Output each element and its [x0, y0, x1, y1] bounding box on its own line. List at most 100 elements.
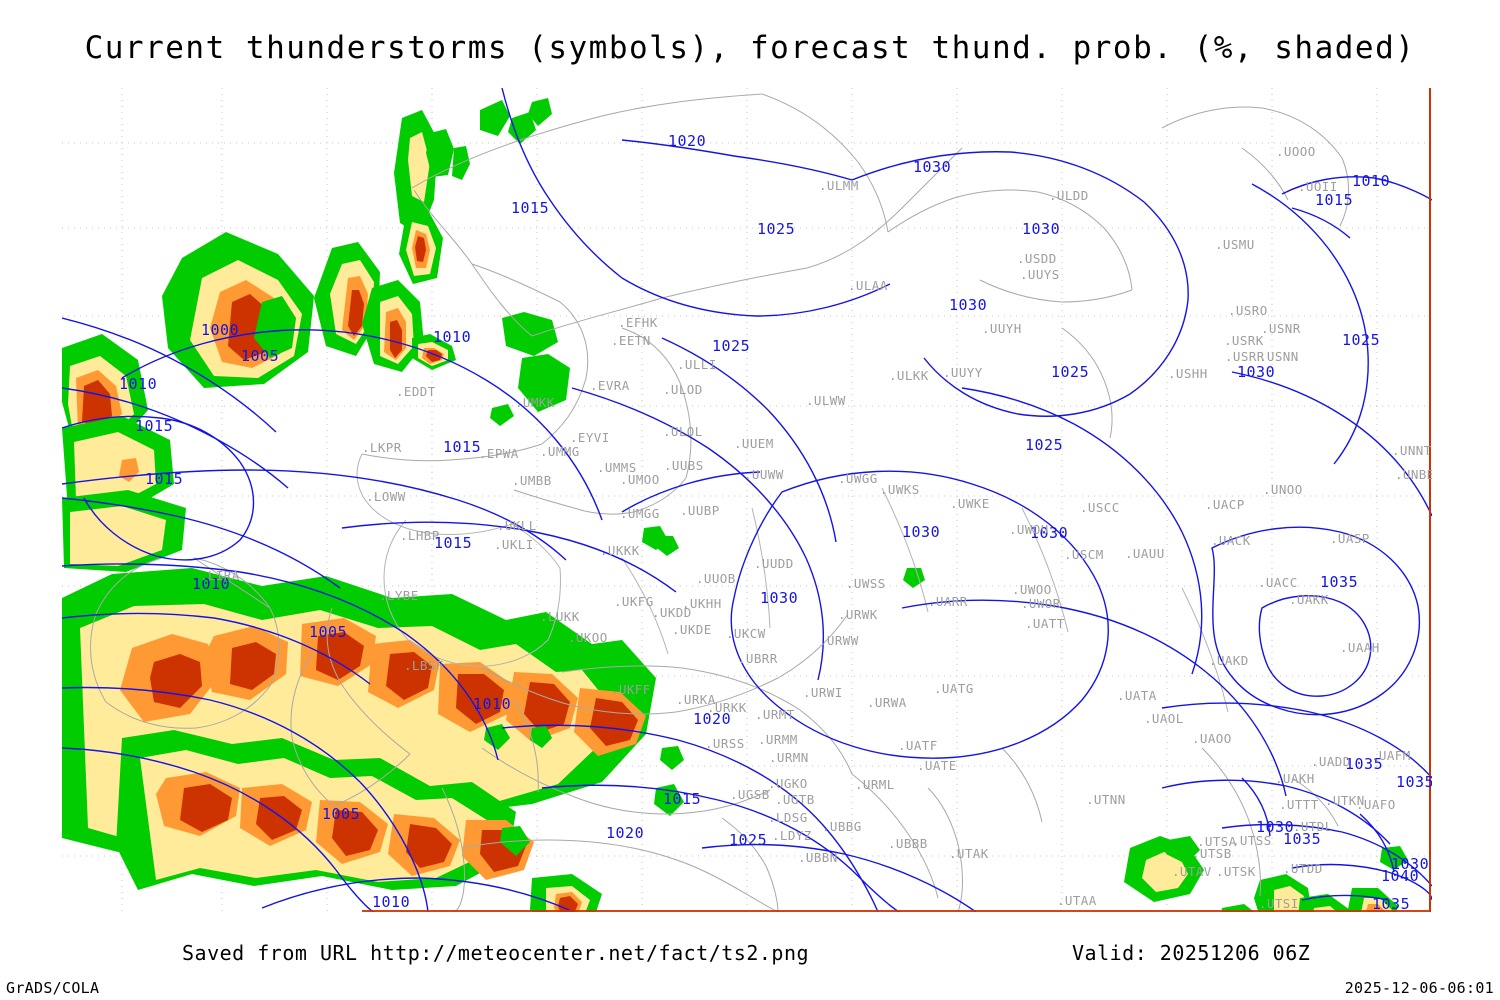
isobar-label: 1025 — [1051, 363, 1089, 381]
station-label: .UAAH — [1340, 640, 1380, 655]
station-label: .ULMM — [819, 178, 859, 193]
station-label: .URMN — [769, 750, 809, 765]
station-label: .EVRA — [590, 378, 630, 393]
station-label: .URKA — [676, 692, 716, 707]
station-label: .UTDL — [1293, 819, 1333, 834]
isobar-label: 1015 — [135, 417, 173, 435]
station-label: .UKHH — [682, 596, 722, 611]
isobar-label: 1035 — [1396, 773, 1432, 791]
station-label: .UMMG — [540, 444, 580, 459]
station-label: .ULOD — [663, 382, 703, 397]
isobar-label: 1030 — [1022, 220, 1060, 238]
station-label: .USCC — [1080, 500, 1120, 515]
isobar-label: 1010 — [473, 695, 511, 713]
station-label: .UTAV — [1172, 864, 1212, 879]
isobar-label: 1015 — [434, 534, 472, 552]
isobar-label: 1035 — [1345, 755, 1383, 773]
station-label: .UAFO — [1356, 797, 1396, 812]
station-label: .UMMS — [597, 460, 637, 475]
isobar-label: 1030 — [949, 296, 987, 314]
station-label: .UTDD — [1283, 861, 1323, 876]
isobar-label: 1030 — [902, 523, 940, 541]
station-label: .UWOU — [1009, 522, 1049, 537]
station-label: .LHBP — [400, 528, 440, 543]
isobar-label: 1005 — [309, 623, 347, 641]
isobar-label: 1025 — [1342, 331, 1380, 349]
isobar-label: 1035 — [1372, 895, 1410, 912]
station-label: .UAUU — [1125, 546, 1165, 561]
station-label: .EDDT — [396, 384, 436, 399]
station-label: .UACP — [1205, 497, 1245, 512]
isobar-label: 1015 — [511, 199, 549, 217]
station-label: .EYVI — [570, 430, 610, 445]
station-id-labels: .ULMM .ULDD .UOII .UOOO .USMU .USDD.UUYS .ULAA… — [200, 144, 1432, 911]
isobar-label: 1025 — [757, 220, 795, 238]
isobar-label: 1015 — [1315, 191, 1353, 209]
station-label: .UOOO — [1276, 144, 1316, 159]
station-label: .ULKK — [889, 368, 929, 383]
station-label: .UGKO — [768, 776, 808, 791]
station-label: .UKLI — [494, 537, 534, 552]
station-label: .UUBP — [680, 503, 720, 518]
station-label: .URML — [855, 777, 895, 792]
station-label: .UMOO — [620, 472, 660, 487]
isobar-label: 1030 — [913, 158, 951, 176]
station-label: .URWI — [803, 685, 843, 700]
station-label: .UKKK — [600, 543, 640, 558]
isobar-label: 1005 — [322, 805, 360, 823]
station-label: .LUKK — [540, 609, 580, 624]
station-label: .UUBS — [664, 458, 704, 473]
station-label: .UUWW — [744, 467, 784, 482]
station-label: .UAOO — [1192, 731, 1232, 746]
station-label: .UUEM — [734, 436, 774, 451]
station-label: .URSS — [705, 736, 745, 751]
isobar-label: 1030 — [1030, 524, 1068, 542]
station-label: .UKFG — [614, 594, 654, 609]
station-label: .UMGG — [620, 506, 660, 521]
station-label: .UKLL — [497, 518, 537, 533]
isobar-label: 1010 — [372, 893, 410, 911]
coastlines-and-borders — [90, 93, 1350, 912]
station-label: .ULLI — [677, 357, 717, 372]
isobar-label: 1020 — [606, 824, 644, 842]
station-label: .UAKD — [1209, 653, 1249, 668]
valid-time-text: Valid: 20251206 06Z — [1072, 941, 1311, 965]
isobar-label: 1010 — [433, 328, 471, 346]
isobar-label: 1010 — [119, 375, 157, 393]
station-label: .URWW — [819, 633, 859, 648]
isobar-label: 1015 — [443, 438, 481, 456]
station-label: .UAKK — [1289, 592, 1329, 607]
station-label: .UTSB — [1192, 846, 1232, 861]
station-label: .UKDE — [672, 622, 712, 637]
station-label: .UGSB — [730, 787, 770, 802]
station-label: .UGTB — [775, 792, 815, 807]
station-label: .LOWW — [366, 489, 406, 504]
station-label: .UNNT — [1392, 443, 1432, 458]
station-label: .UWSS — [846, 576, 886, 591]
station-label: .USCM — [1064, 547, 1104, 562]
station-label: .UKDD — [652, 605, 692, 620]
station-label: .UTAA — [1057, 893, 1097, 908]
station-label: .UBBB — [888, 836, 928, 851]
station-label: .UKFF — [611, 682, 651, 697]
station-label: .UNBB — [1395, 467, 1432, 482]
station-label: .UBRR — [738, 651, 778, 666]
station-label: .UWGG — [838, 471, 878, 486]
page-title: Current thunderstorms (symbols), forecas… — [84, 30, 1416, 66]
station-label: .USNN — [1259, 349, 1299, 364]
isobar-label: 1000 — [201, 321, 239, 339]
station-label: .URWK — [838, 607, 878, 622]
isobar-label: 1030 — [760, 589, 798, 607]
station-label: .UWOO — [1012, 582, 1052, 597]
station-label: .UKOO — [568, 630, 608, 645]
station-label: .UTSS — [1232, 833, 1272, 848]
station-label: .UTSK — [1216, 864, 1256, 879]
station-label: .UTAK — [949, 846, 989, 861]
station-label: .USRO — [1228, 303, 1268, 318]
isobar-label: 1030 — [1391, 855, 1429, 873]
station-label: .LIRA — [200, 568, 240, 583]
station-label: .USNR — [1261, 321, 1301, 336]
isobar-label: 1025 — [729, 831, 767, 849]
station-label: .EFHK — [618, 315, 658, 330]
isobar-label: 1030 — [1237, 363, 1275, 381]
